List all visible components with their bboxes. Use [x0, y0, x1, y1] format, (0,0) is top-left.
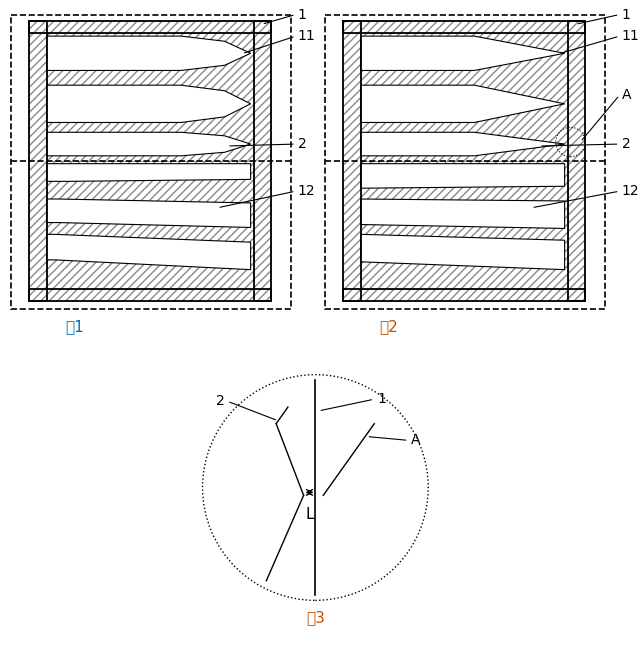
- Polygon shape: [47, 199, 251, 228]
- Polygon shape: [47, 33, 254, 161]
- Polygon shape: [47, 33, 254, 289]
- Text: 12: 12: [297, 184, 315, 198]
- Polygon shape: [360, 33, 567, 289]
- Text: 1: 1: [297, 7, 306, 21]
- Polygon shape: [47, 86, 251, 122]
- Polygon shape: [360, 33, 567, 161]
- Polygon shape: [343, 289, 585, 301]
- Polygon shape: [47, 36, 251, 70]
- Polygon shape: [360, 36, 565, 70]
- Text: 1: 1: [377, 392, 386, 406]
- Polygon shape: [360, 86, 565, 122]
- Text: 2: 2: [297, 137, 306, 151]
- Polygon shape: [360, 164, 565, 188]
- Polygon shape: [360, 199, 565, 228]
- Text: 图3: 图3: [306, 610, 325, 625]
- Polygon shape: [360, 234, 565, 270]
- Polygon shape: [254, 21, 271, 301]
- Text: A: A: [411, 434, 420, 448]
- Text: L: L: [305, 507, 313, 522]
- Text: 11: 11: [622, 29, 639, 43]
- Text: 图1: 图1: [65, 319, 85, 334]
- Polygon shape: [29, 289, 271, 301]
- Text: 1: 1: [622, 7, 631, 21]
- Text: 图2: 图2: [379, 319, 398, 334]
- Polygon shape: [29, 21, 271, 33]
- Polygon shape: [343, 21, 360, 301]
- Polygon shape: [47, 132, 251, 156]
- Text: 12: 12: [622, 184, 639, 198]
- Text: 2: 2: [622, 137, 630, 151]
- Polygon shape: [29, 21, 47, 301]
- Polygon shape: [360, 161, 567, 289]
- Text: 2: 2: [217, 394, 225, 408]
- Polygon shape: [47, 164, 251, 181]
- Polygon shape: [567, 21, 585, 301]
- Text: A: A: [622, 88, 631, 102]
- Polygon shape: [343, 21, 585, 33]
- Polygon shape: [47, 234, 251, 270]
- Text: 11: 11: [297, 29, 315, 43]
- Polygon shape: [47, 161, 254, 289]
- Polygon shape: [360, 132, 565, 156]
